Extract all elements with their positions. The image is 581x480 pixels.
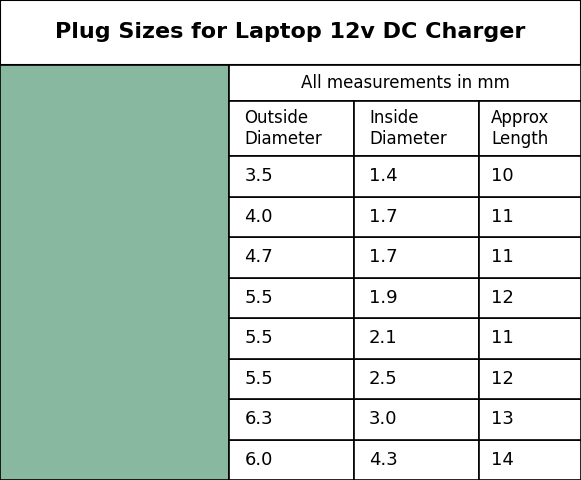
Text: 12: 12: [491, 289, 514, 307]
Bar: [354, 318, 479, 359]
Text: 10: 10: [491, 167, 514, 185]
Bar: [0, 65, 229, 480]
Text: 2.5: 2.5: [369, 370, 398, 388]
Text: Approx
Length: Approx Length: [491, 109, 550, 148]
Text: Outside
Diameter: Outside Diameter: [245, 109, 322, 148]
Bar: [479, 277, 581, 318]
Text: 6.3: 6.3: [245, 410, 273, 428]
Bar: [479, 156, 581, 196]
Bar: [479, 399, 581, 440]
Bar: [479, 196, 581, 237]
Bar: [354, 399, 479, 440]
Text: 2.1: 2.1: [369, 329, 398, 347]
Bar: [354, 237, 479, 277]
Bar: [229, 65, 581, 101]
Bar: [229, 359, 354, 399]
Bar: [479, 237, 581, 277]
Text: Plug Sizes for Laptop 12v DC Charger: Plug Sizes for Laptop 12v DC Charger: [55, 23, 526, 42]
Bar: [229, 156, 354, 196]
Text: 11: 11: [491, 329, 514, 347]
Bar: [354, 156, 479, 196]
Bar: [229, 196, 354, 237]
Bar: [229, 277, 354, 318]
Text: 4.3: 4.3: [369, 451, 398, 469]
Text: 14: 14: [491, 451, 514, 469]
Bar: [479, 359, 581, 399]
Text: 4.7: 4.7: [245, 248, 273, 266]
Bar: [354, 277, 479, 318]
Text: 1.7: 1.7: [369, 248, 398, 266]
Bar: [479, 440, 581, 480]
Text: 1.9: 1.9: [369, 289, 398, 307]
Bar: [229, 101, 354, 156]
Text: 5.5: 5.5: [245, 370, 273, 388]
Text: 3.0: 3.0: [369, 410, 397, 428]
Bar: [479, 101, 581, 156]
Text: 5.5: 5.5: [245, 289, 273, 307]
Text: 3.5: 3.5: [245, 167, 273, 185]
Text: 11: 11: [491, 208, 514, 226]
Text: 5.5: 5.5: [245, 329, 273, 347]
Text: 13: 13: [491, 410, 514, 428]
Bar: [229, 318, 354, 359]
Text: Inside
Diameter: Inside Diameter: [369, 109, 447, 148]
Bar: [229, 237, 354, 277]
Bar: [354, 359, 479, 399]
Text: 1.4: 1.4: [369, 167, 398, 185]
Text: 4.0: 4.0: [245, 208, 273, 226]
Bar: [229, 399, 354, 440]
Text: 11: 11: [491, 248, 514, 266]
Bar: [354, 440, 479, 480]
Text: 6.0: 6.0: [245, 451, 273, 469]
Bar: [479, 318, 581, 359]
Text: 1.7: 1.7: [369, 208, 398, 226]
Bar: [0, 0, 581, 65]
Bar: [354, 196, 479, 237]
Text: 12: 12: [491, 370, 514, 388]
Bar: [229, 440, 354, 480]
Text: All measurements in mm: All measurements in mm: [301, 74, 510, 92]
Bar: [354, 101, 479, 156]
